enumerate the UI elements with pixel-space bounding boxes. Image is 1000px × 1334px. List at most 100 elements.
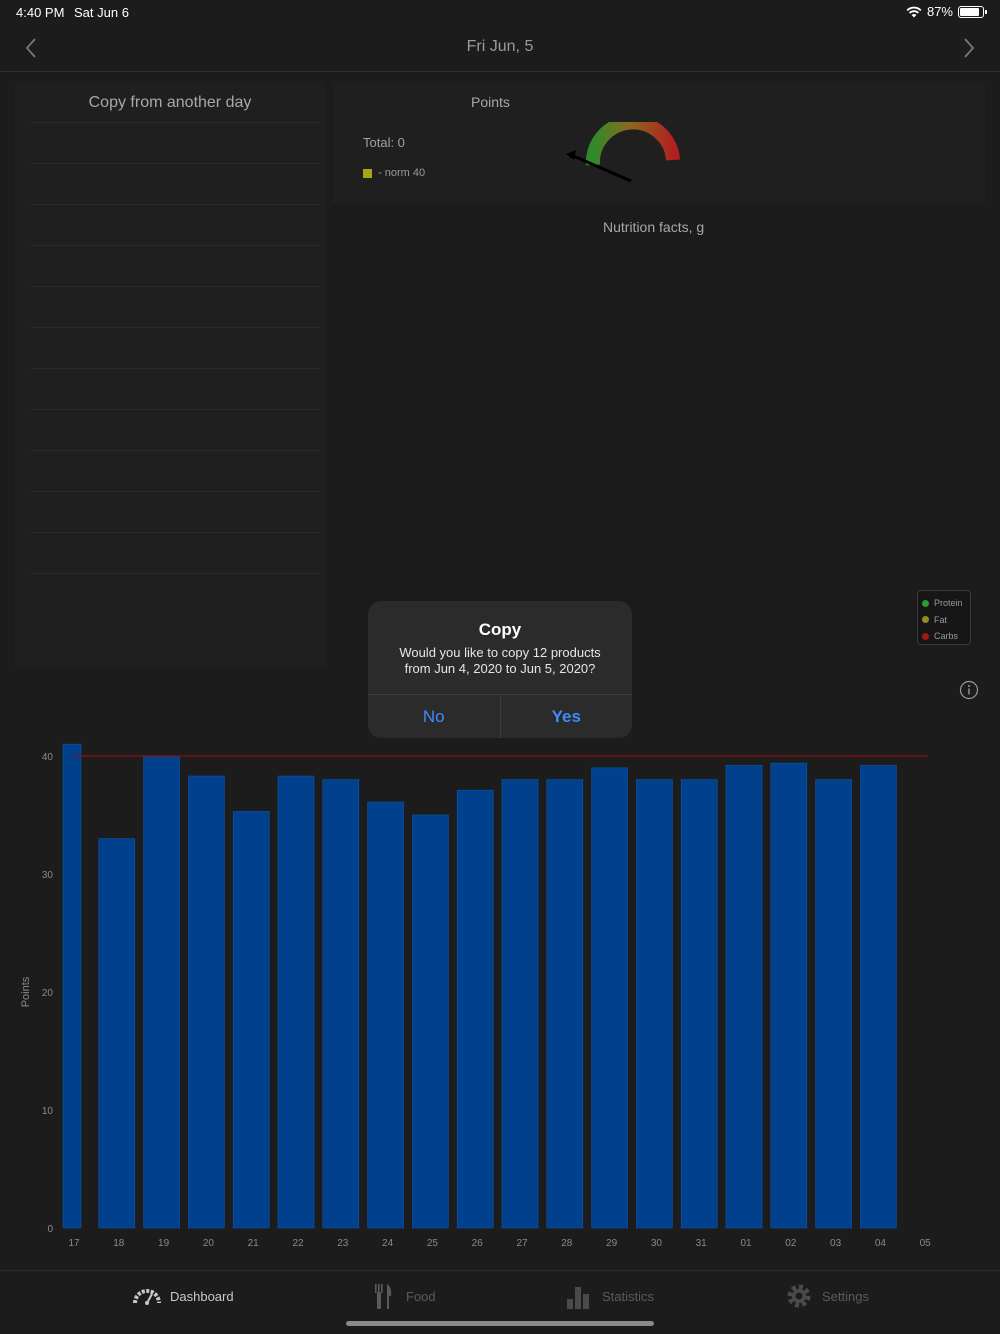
nav-title: Fri Jun, 5 (466, 38, 534, 55)
x-tick-label: 28 (561, 1238, 573, 1249)
tab-statistics-label: Statistics (602, 1288, 655, 1304)
chart-bar (546, 779, 584, 1229)
legend-dot (922, 599, 929, 607)
y-tick-label: 30 (42, 870, 54, 881)
fork-knife-icon (375, 1284, 392, 1309)
gauge-needle (570, 153, 632, 183)
copy-alert-dialog: Copy Would you like to copy 12 products … (368, 601, 632, 738)
copy-day-list (30, 122, 320, 614)
tab-dashboard-label: Dashboard (170, 1288, 234, 1304)
chart-bar (412, 814, 449, 1229)
legend-dot (922, 632, 929, 640)
home-indicator[interactable] (346, 1321, 654, 1326)
legend-item-carbs: Carbs (922, 628, 966, 645)
x-tick-label: 19 (158, 1238, 170, 1249)
copy-day-row[interactable] (30, 450, 320, 491)
nutrition-area: Nutrition facts, g (333, 204, 985, 667)
chart-bar (322, 779, 360, 1229)
status-time: 4:40 PM (16, 5, 65, 20)
norm-swatch (363, 168, 372, 178)
status-date: Sat Jun 6 (74, 5, 129, 20)
x-tick-label: 02 (785, 1238, 797, 1249)
x-tick-label: 03 (830, 1238, 842, 1249)
info-icon[interactable] (959, 680, 979, 700)
chart-bar (860, 765, 897, 1229)
x-tick-label: 20 (203, 1238, 215, 1249)
x-tick-label: 30 (651, 1238, 663, 1249)
x-tick-label: 24 (382, 1238, 394, 1249)
alert-message-line1: Would you like to copy 12 products (399, 645, 601, 660)
copy-day-row[interactable] (30, 204, 320, 245)
chart-bar (62, 743, 82, 1229)
alert-title: Copy (478, 620, 522, 639)
gear-icon (787, 1284, 811, 1308)
x-tick-label: 25 (427, 1238, 439, 1249)
tab-dashboard[interactable]: Dashboard (132, 1281, 234, 1311)
chart-bar (188, 775, 225, 1229)
chart-bar (456, 789, 494, 1229)
copy-day-row[interactable] (30, 122, 320, 163)
legend-dot (922, 616, 929, 624)
chart-bar (815, 779, 852, 1229)
legend-label: Protein (934, 598, 963, 609)
tab-statistics[interactable]: Statistics (564, 1281, 654, 1311)
chevron-right-icon[interactable] (956, 36, 980, 60)
status-right: 87% (906, 4, 987, 19)
tab-settings-label: Settings (822, 1288, 869, 1304)
chart-bar (636, 779, 673, 1229)
x-tick-label: 21 (248, 1238, 260, 1249)
x-tick-label: 18 (113, 1238, 125, 1249)
chart-bar (98, 838, 136, 1229)
chart-bar (143, 755, 180, 1229)
copy-day-row[interactable] (30, 163, 320, 204)
x-tick-label: 31 (696, 1238, 708, 1249)
alert-buttons: No Yes (368, 694, 632, 738)
battery-icon (958, 5, 987, 18)
x-tick-label: 04 (875, 1238, 887, 1249)
copy-day-row[interactable] (30, 409, 320, 450)
y-tick-label: 40 (42, 752, 54, 763)
copy-day-row[interactable] (30, 532, 320, 573)
bar-chart-icon (567, 1287, 589, 1309)
copy-day-row[interactable] (30, 245, 320, 286)
points-total: Total: 0 (363, 135, 405, 150)
x-tick-label: 26 (472, 1238, 484, 1249)
wifi-icon (906, 6, 922, 17)
status-bar: 4:40 PM Sat Jun 6 87% (0, 0, 1000, 24)
x-tick-label: 27 (516, 1238, 528, 1249)
nutrition-title: Nutrition facts, g (603, 219, 705, 235)
tab-bar: Dashboard Food Statistics Settings (0, 1270, 1000, 1334)
chart-bar (725, 765, 763, 1229)
y-axis-label: Points (20, 976, 32, 1007)
alert-message: Would you like to copy 12 products from … (386, 645, 614, 677)
yes-button[interactable]: Yes (551, 707, 581, 726)
x-tick-label: 23 (337, 1238, 349, 1249)
points-title: Points (471, 94, 510, 110)
copy-day-row[interactable] (30, 368, 320, 409)
copy-panel-title: Copy from another day (88, 94, 252, 111)
chart-bar (680, 779, 718, 1229)
copy-day-row[interactable] (30, 573, 320, 614)
points-panel: Points Total: 0 - norm 40 Nutrition fact… (333, 82, 985, 667)
x-tick-label: 29 (606, 1238, 618, 1249)
chart-bar (501, 779, 539, 1229)
chart-bar (591, 767, 628, 1229)
nutrition-legend: Protein Fat Carbs (917, 590, 971, 645)
chart-bar (232, 811, 270, 1229)
nav-bar: Fri Jun, 5 (0, 24, 1000, 72)
chart-bar (277, 775, 315, 1229)
no-button[interactable]: No (368, 695, 501, 738)
tab-settings[interactable]: Settings (784, 1281, 869, 1311)
copy-day-row[interactable] (30, 327, 320, 368)
y-tick-label: 20 (42, 988, 54, 999)
copy-day-row[interactable] (30, 491, 320, 532)
chevron-left-icon[interactable] (20, 36, 44, 60)
points-gauge (566, 122, 680, 183)
alert-message-line2: from Jun 4, 2020 to Jun 5, 2020? (404, 661, 596, 676)
x-tick-label: 17 (68, 1238, 80, 1249)
copy-day-row[interactable] (30, 286, 320, 327)
norm-legend: - norm 40 (363, 167, 425, 179)
y-tick-label: 10 (42, 1106, 54, 1117)
x-tick-label: 22 (292, 1238, 304, 1249)
tab-food[interactable]: Food (368, 1281, 436, 1311)
